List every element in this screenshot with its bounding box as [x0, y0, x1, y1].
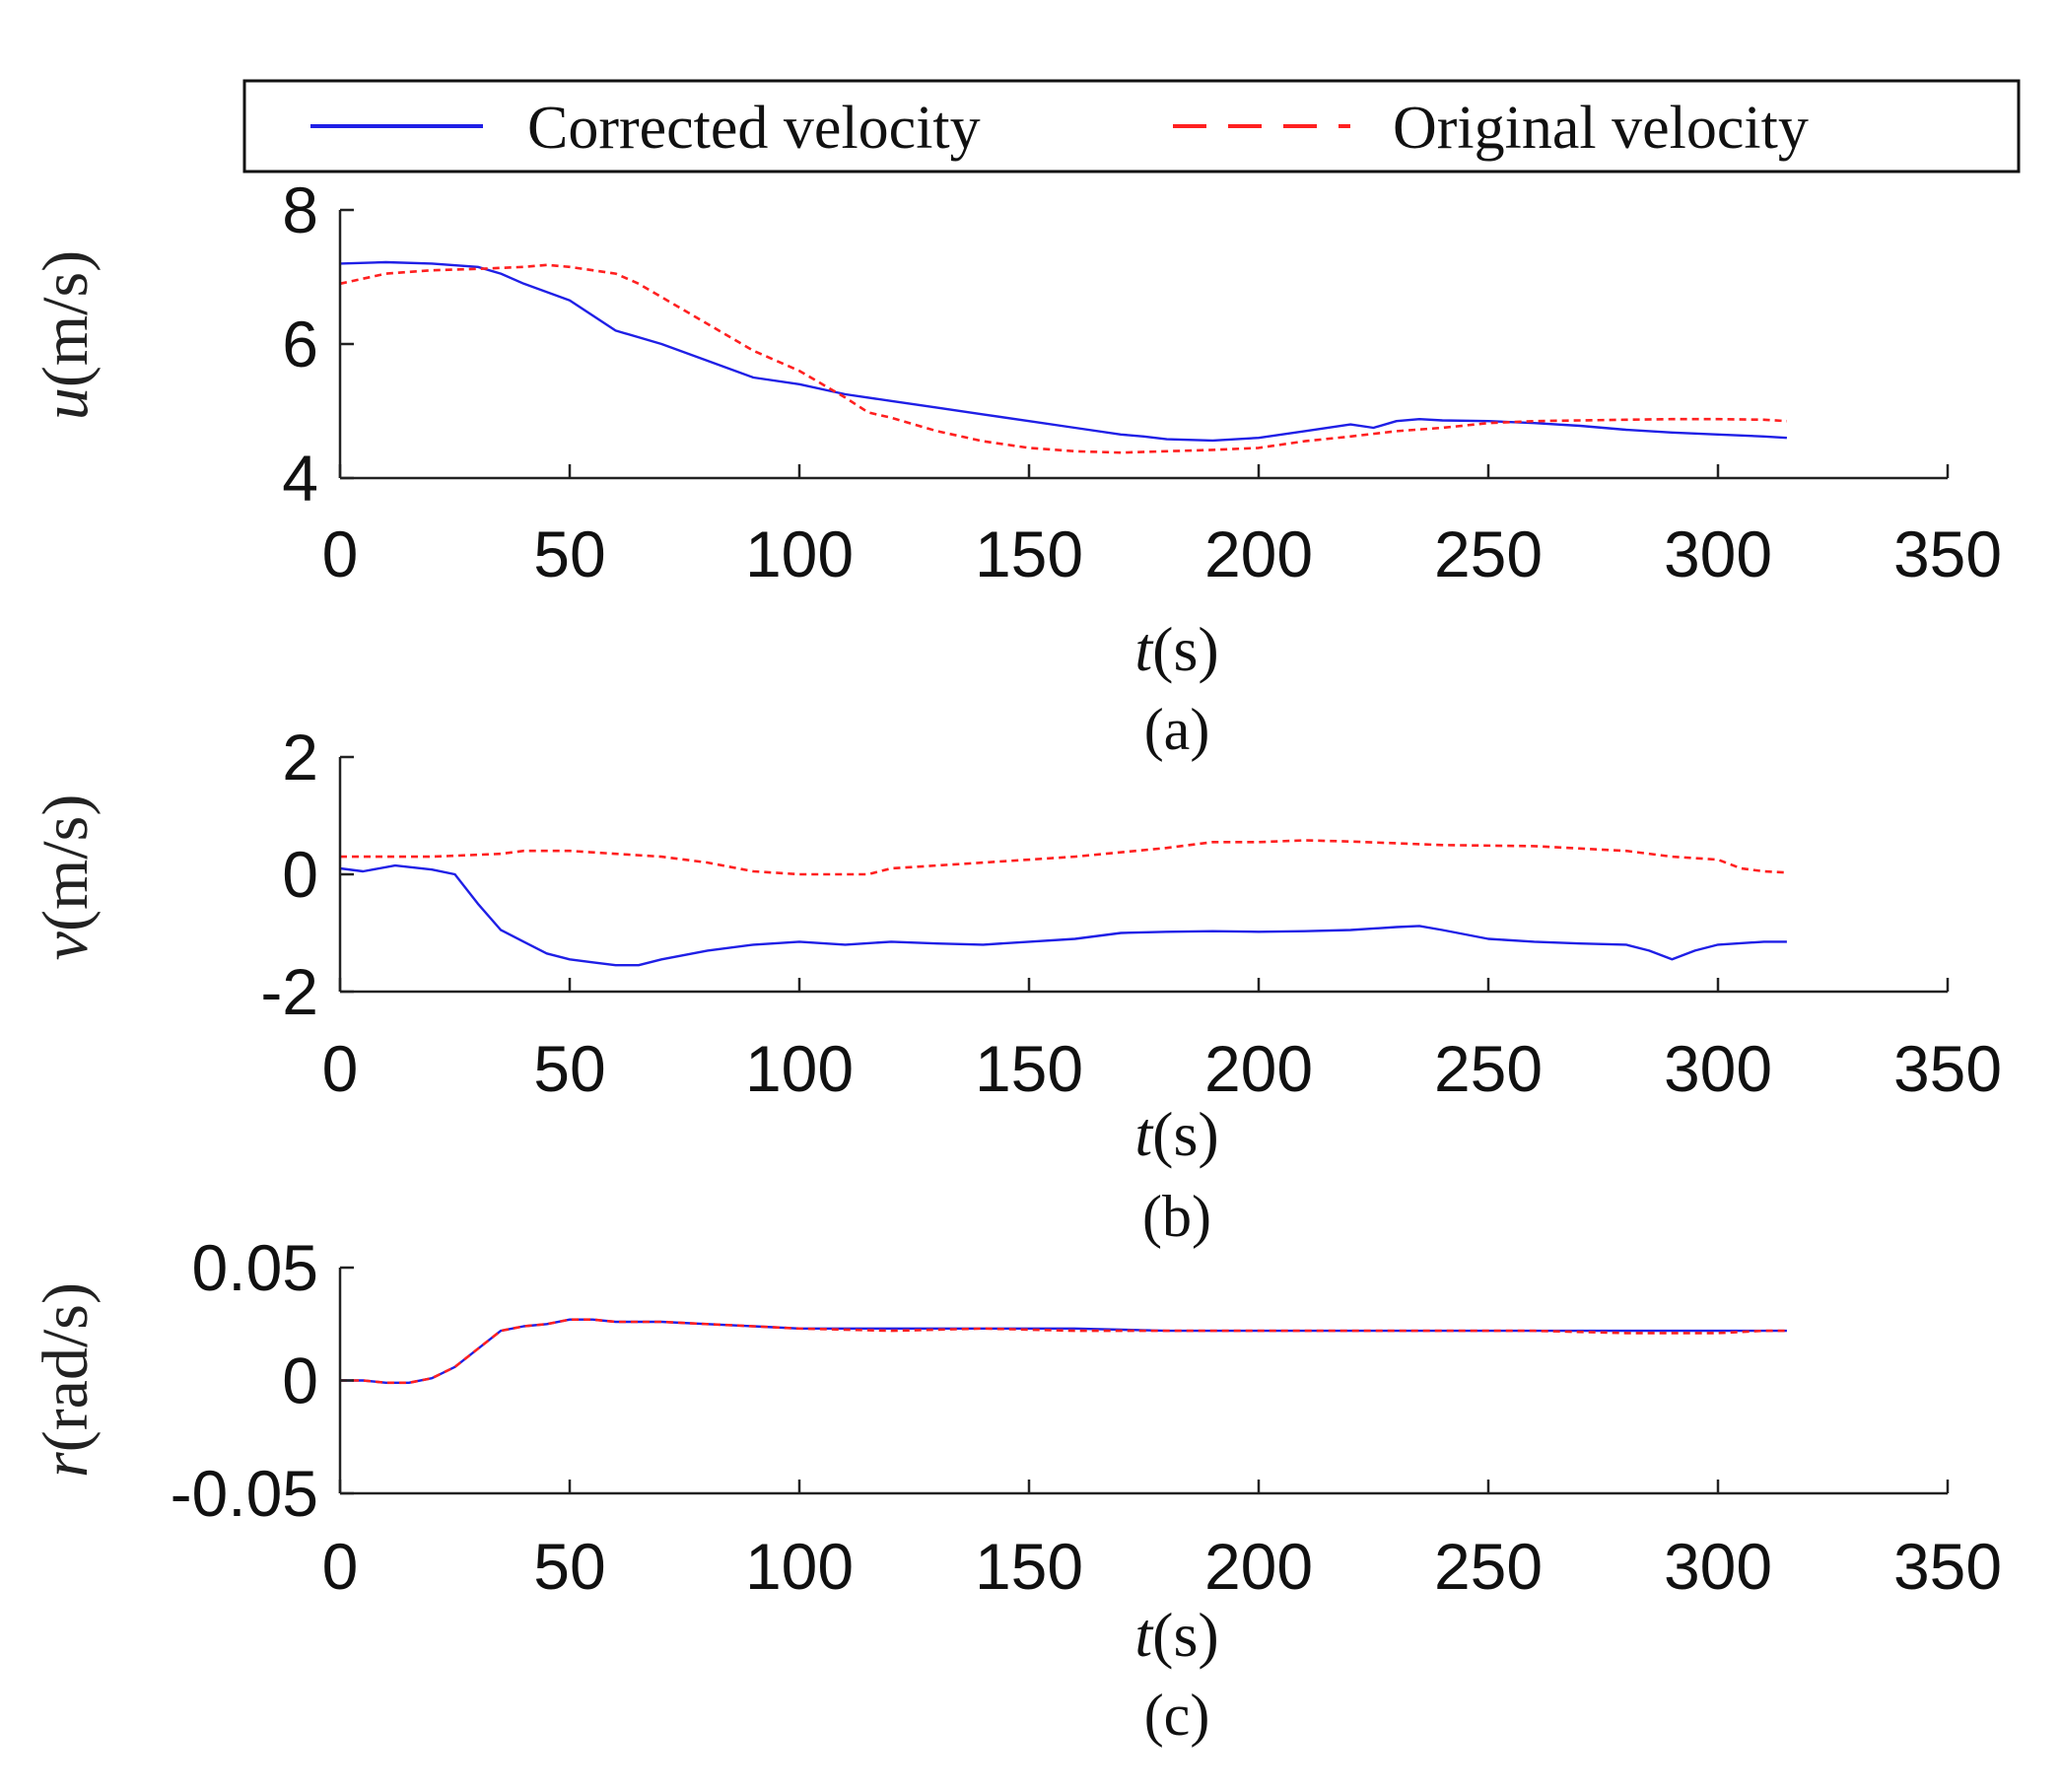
axes-a — [338, 208, 1950, 480]
y-tick-labels-a: 4 6 8 — [282, 173, 318, 515]
x-tick-label-b: 300 — [1664, 1032, 1772, 1105]
x-tick-label-a: 250 — [1434, 517, 1543, 590]
xlabel-b-symbol: t — [1134, 1099, 1154, 1169]
xlabel-a: t(s) — [1134, 614, 1218, 684]
x-tick-labels-c: 0 50 100 150 200 250 300 350 — [322, 1530, 2002, 1603]
x-tick-label-a: 300 — [1664, 517, 1772, 590]
axes-c — [338, 1266, 1950, 1495]
xlabel-a-unit: (s) — [1152, 614, 1219, 684]
x-tick-label-c: 200 — [1204, 1530, 1313, 1603]
series-group-a — [339, 260, 1787, 454]
x-tick-labels-a: 0 50 100 150 200 250 300 350 — [322, 517, 2002, 590]
xlabel-c-symbol: t — [1134, 1600, 1154, 1670]
y-tick-label-b: 0 — [282, 838, 318, 911]
x-tick-label-c: 150 — [975, 1530, 1083, 1603]
x-tick-label-b: 150 — [975, 1032, 1083, 1105]
y-tick-labels-c: -0.05 0 0.05 — [171, 1231, 318, 1530]
x-tick-label-a: 100 — [745, 517, 854, 590]
series-line-c-original — [340, 1318, 1787, 1385]
y-tick-label-b: -2 — [260, 955, 318, 1028]
ylabel-u-unit: (m/s) — [30, 250, 102, 387]
x-tick-label-a: 150 — [975, 517, 1083, 590]
y-tick-label-b: 2 — [282, 721, 318, 793]
xlabel-c-unit: (s) — [1152, 1600, 1219, 1670]
series-line-b-original — [340, 839, 1787, 876]
xlabel-b-unit: (s) — [1152, 1099, 1219, 1169]
panel-label-a: (a) — [1144, 697, 1210, 762]
series-line-a-corrected — [339, 260, 1787, 443]
ylabel-v: v(m/s) — [30, 794, 102, 961]
panel-label-c: (c) — [1144, 1683, 1210, 1748]
x-tick-label-c: 300 — [1664, 1530, 1772, 1603]
ylabel-u: u(m/s) — [30, 250, 102, 420]
y-tick-label-c: 0 — [282, 1344, 318, 1417]
legend-label-original: Original velocity — [1393, 95, 1809, 162]
axes-b — [338, 755, 1950, 994]
x-tick-label-c: 100 — [745, 1530, 854, 1603]
ylabel-r-unit: (rad/s) — [30, 1282, 102, 1452]
series-line-b-corrected — [339, 863, 1787, 967]
y-tick-label-a: 8 — [282, 173, 318, 246]
legend: Corrected velocity Original velocity — [242, 79, 2021, 173]
y-tick-label-a: 4 — [282, 442, 318, 515]
x-tick-label-b: 100 — [745, 1032, 854, 1105]
series-group-b — [339, 839, 1787, 967]
y-tick-label-a: 6 — [282, 308, 318, 380]
series-line-c-corrected — [340, 1318, 1787, 1385]
x-tick-label-a: 350 — [1893, 517, 2002, 590]
panel-label-b: (b) — [1142, 1184, 1211, 1249]
ylabel-r-symbol: r — [30, 1452, 102, 1478]
x-tick-label-a: 50 — [533, 517, 605, 590]
x-tick-label-b: 200 — [1204, 1032, 1313, 1105]
x-tick-label-c: 50 — [533, 1530, 605, 1603]
y-tick-label-c: 0.05 — [192, 1231, 318, 1304]
x-tick-label-b: 250 — [1434, 1032, 1543, 1105]
y-tick-label-c: -0.05 — [171, 1457, 318, 1530]
x-tick-label-c: 250 — [1434, 1530, 1543, 1603]
panel-a: u(m/s) 0 50 100 150 200 250 300 350 4 6 8 t(s) (a… — [30, 173, 2002, 762]
x-tick-label-b: 50 — [533, 1032, 605, 1105]
xlabel-b: t(s) — [1134, 1099, 1218, 1169]
x-tick-label-c: 0 — [322, 1530, 359, 1603]
ylabel-v-symbol: v — [30, 930, 102, 960]
ylabel-r: r(rad/s) — [30, 1282, 102, 1478]
x-tick-label-b: 350 — [1893, 1032, 2002, 1105]
ylabel-v-unit: (m/s) — [30, 794, 102, 931]
x-tick-label-a: 200 — [1204, 517, 1313, 590]
panel-b: v(m/s) 0 50 100 150 200 250 300 350 -202 t(s) (… — [30, 721, 2002, 1249]
series-group-c — [340, 1318, 1787, 1385]
x-tick-label-a: 0 — [322, 517, 359, 590]
legend-label-corrected: Corrected velocity — [527, 95, 981, 162]
ylabel-u-symbol: u — [30, 387, 102, 420]
x-tick-label-c: 350 — [1893, 1530, 2002, 1603]
x-tick-label-b: 0 — [322, 1032, 359, 1105]
y-tick-labels-b: -2 0 2 — [260, 721, 318, 1028]
x-tick-labels-b: 0 50 100 150 200 250 300 350 — [322, 1032, 2002, 1105]
series-line-a-original — [339, 263, 1787, 454]
xlabel-c: t(s) — [1134, 1600, 1218, 1670]
xlabel-a-symbol: t — [1134, 614, 1154, 684]
legend-box — [242, 79, 2021, 173]
panel-c: r(rad/s) 0 50 100 150 200 250 300 350 -0.0500.0… — [30, 1231, 2002, 1748]
